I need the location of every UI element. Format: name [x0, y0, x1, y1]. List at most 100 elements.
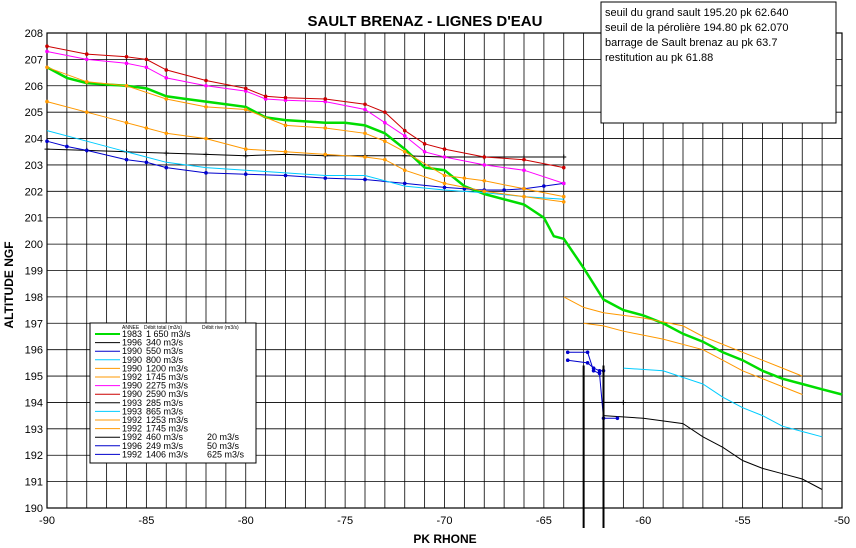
data-point: [542, 184, 546, 188]
data-point: [323, 97, 328, 101]
legend-year: 1996: [122, 338, 142, 348]
data-point: [422, 142, 427, 146]
data-point: [363, 155, 367, 159]
data-point: [363, 131, 367, 136]
legend-debit-total: 1 650 m3/s: [146, 329, 191, 339]
data-point: [204, 171, 208, 175]
note-line: restitution au pk 61.88: [605, 52, 713, 64]
data-point: [263, 94, 268, 99]
y-tick-label: 198: [25, 292, 43, 304]
y-tick-label: 191: [25, 477, 43, 489]
data-point: [402, 128, 407, 133]
note-line: seuil de la pérolière 194.80 pk 62.070: [605, 22, 788, 34]
data-point: [402, 153, 408, 159]
legend-box: [89, 322, 257, 464]
legend-year: 1983: [122, 329, 142, 339]
data-point: [442, 185, 447, 190]
data-point: [482, 178, 487, 183]
data-point: [144, 160, 149, 165]
data-point: [383, 139, 387, 143]
data-point: [45, 65, 49, 70]
y-tick-label: 201: [25, 213, 43, 225]
series-line: [46, 66, 843, 396]
data-point: [442, 155, 447, 159]
x-tick-label: -65: [536, 515, 552, 527]
notes-frame: [600, 1, 837, 124]
data-point: [402, 134, 407, 138]
series-line: [583, 322, 803, 395]
data-point: [522, 194, 526, 199]
data-point: [561, 181, 566, 186]
series-12: [601, 399, 626, 405]
y-tick-label: 207: [25, 54, 43, 66]
data-point: [84, 110, 89, 114]
y-tick-label: 206: [25, 81, 43, 93]
data-point: [45, 139, 49, 143]
data-point: [422, 149, 427, 154]
data-point: [283, 98, 288, 103]
data-point: [597, 371, 602, 376]
y-tick-label: 204: [25, 134, 43, 146]
legend-debit-total: 550 m3/s: [146, 346, 184, 356]
series-group: [44, 44, 843, 490]
legend-year: 1990: [122, 363, 142, 373]
chart-title: SAULT BRENAZ - LIGNES D'EAU: [308, 13, 543, 30]
x-tick-label: -90: [39, 515, 55, 527]
series-11: [563, 296, 803, 377]
data-point: [204, 78, 208, 83]
x-tick-label: -75: [337, 515, 353, 527]
legend-header: Débit rive (m3/s): [202, 325, 239, 331]
data-point: [383, 110, 387, 114]
vertical-markers: [582, 365, 605, 528]
data-point: [144, 65, 149, 70]
y-tick-label: 192: [25, 450, 43, 462]
data-point: [124, 157, 129, 162]
legend-debit-total: 1745 m3/s: [146, 372, 189, 382]
legend: ANNEE Débit total (m3/s) Débit rive (m3/s)…: [89, 322, 257, 464]
series-13: [565, 358, 606, 373]
series-10: [583, 322, 803, 395]
data-point: [144, 57, 149, 62]
data-point: [585, 361, 590, 365]
y-tick-label: 194: [25, 397, 43, 409]
series-line: [567, 359, 604, 372]
series-line: [603, 415, 823, 490]
data-point: [45, 44, 49, 48]
data-point: [164, 76, 169, 80]
data-point: [502, 188, 506, 192]
data-point: [283, 123, 288, 128]
data-point: [44, 146, 50, 152]
data-point: [591, 368, 596, 373]
legend-debit-total: 865 m3/s: [146, 406, 184, 416]
y-tick-label: 200: [25, 239, 43, 251]
data-point: [383, 157, 387, 162]
data-point: [45, 99, 49, 104]
y-tick-label: 197: [25, 318, 43, 330]
legend-year: 1992: [122, 372, 142, 382]
series-line: [567, 351, 618, 419]
series-line: [46, 148, 564, 158]
data-point: [561, 165, 566, 170]
data-point: [84, 52, 89, 56]
data-point: [383, 120, 387, 125]
data-point: [84, 148, 89, 153]
data-point: [620, 399, 626, 405]
y-tick-label: 190: [25, 503, 43, 515]
data-point: [164, 131, 169, 136]
data-point: [65, 144, 69, 149]
grid: [46, 32, 843, 509]
data-point: [124, 83, 129, 88]
data-point: [565, 358, 570, 363]
x-tick-label: -60: [635, 515, 651, 527]
legend-year: 1993: [122, 398, 142, 408]
data-point: [243, 172, 248, 176]
legend-year: 1996: [122, 441, 142, 451]
series-line: [46, 51, 564, 184]
data-point: [597, 368, 602, 373]
data-point: [283, 173, 288, 178]
data-point: [402, 149, 407, 154]
series-9: [623, 367, 823, 438]
legend-year: 1992: [122, 415, 142, 425]
x-tick-label: -55: [735, 515, 751, 527]
series-line: [46, 66, 564, 198]
